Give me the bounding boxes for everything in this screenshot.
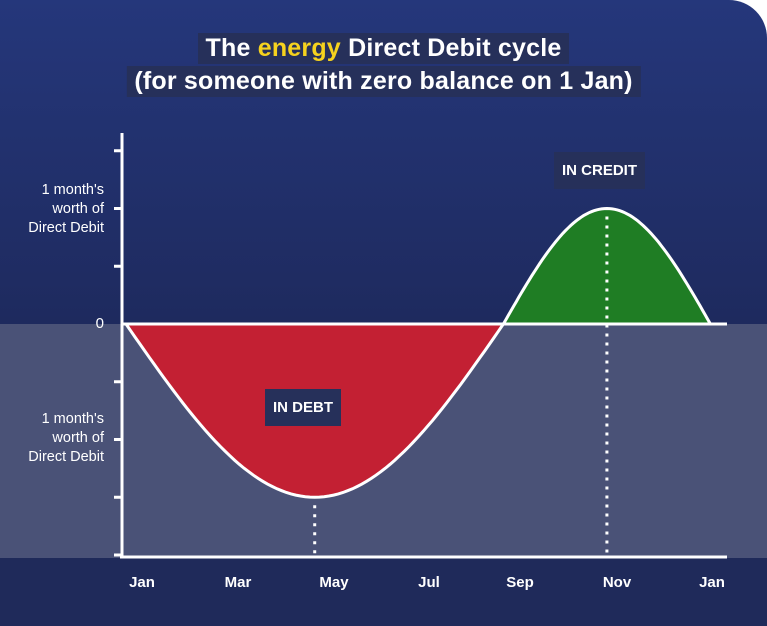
x-tick-label: Jan [129,574,155,591]
y-label-positive: 1 month's worth of Direct Debit [0,181,104,238]
y-ticks [114,149,122,557]
x-tick-label: May [319,574,349,591]
chart-title-line-1: The energy Direct Debit cycle [197,33,570,64]
x-axis-strip [0,558,767,626]
x-tick-label: Nov [602,574,632,591]
credit-area [503,208,711,324]
x-tick-label: Sep [506,574,534,591]
chart-title-line-2: (for someone with zero balance on 1 Jan) [126,66,641,97]
x-tick-label: Jan [699,574,725,591]
y-label-negative-line-3: Direct Debit [28,449,104,465]
y-label-negative: 1 month's worth of Direct Debit [0,410,104,467]
x-tick-label: Mar [224,574,252,591]
x-tick-label: Jul [418,574,440,591]
y-label-positive-line-2: worth of [52,201,104,217]
in-credit-label: IN CREDIT [554,152,645,189]
title-highlight-energy: energy [257,34,341,62]
y-label-positive-line-3: Direct Debit [28,220,104,236]
in-debt-label: IN DEBT [265,389,341,426]
y-label-zero: 0 [95,315,104,332]
y-label-negative-line-1: 1 month's [41,411,104,427]
y-label-negative-line-2: worth of [52,430,104,446]
y-label-positive-line-1: 1 month's [41,182,104,198]
